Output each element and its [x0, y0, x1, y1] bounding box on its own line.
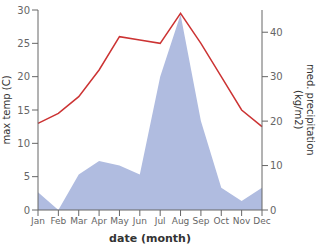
svg-text:Apr: Apr	[91, 216, 107, 226]
svg-text:Jan: Jan	[30, 216, 45, 226]
svg-text:0: 0	[24, 205, 30, 216]
svg-text:30: 30	[17, 5, 30, 16]
svg-text:10: 10	[17, 138, 30, 149]
svg-text:Sep: Sep	[192, 216, 209, 226]
html-text:med. precipitation (kg/m2): med. precipitation (kg/m2)	[293, 64, 316, 156]
svg-text:5: 5	[24, 171, 30, 182]
svg-text:Feb: Feb	[50, 216, 66, 226]
svg-text:Oct: Oct	[213, 216, 229, 226]
svg-text:Jul: Jul	[154, 216, 166, 226]
svg-text:20: 20	[17, 71, 30, 82]
svg-text:30: 30	[270, 71, 283, 82]
svg-text:0: 0	[270, 205, 276, 216]
svg-text:date (month): date (month)	[109, 232, 191, 245]
svg-text:Aug: Aug	[172, 216, 190, 226]
svg-text:Jun: Jun	[132, 216, 147, 226]
svg-text:15: 15	[17, 105, 30, 116]
svg-text:20: 20	[270, 116, 283, 127]
svg-text:Dec: Dec	[253, 216, 270, 226]
svg-text:May: May	[110, 216, 129, 226]
svg-text:25: 25	[17, 38, 30, 49]
svg-text:40: 40	[270, 27, 283, 38]
svg-text:Nov: Nov	[233, 216, 251, 226]
svg-text:10: 10	[270, 160, 283, 171]
svg-text:max temp (C): max temp (C)	[8, 75, 12, 144]
svg-text:Mar: Mar	[70, 216, 87, 226]
